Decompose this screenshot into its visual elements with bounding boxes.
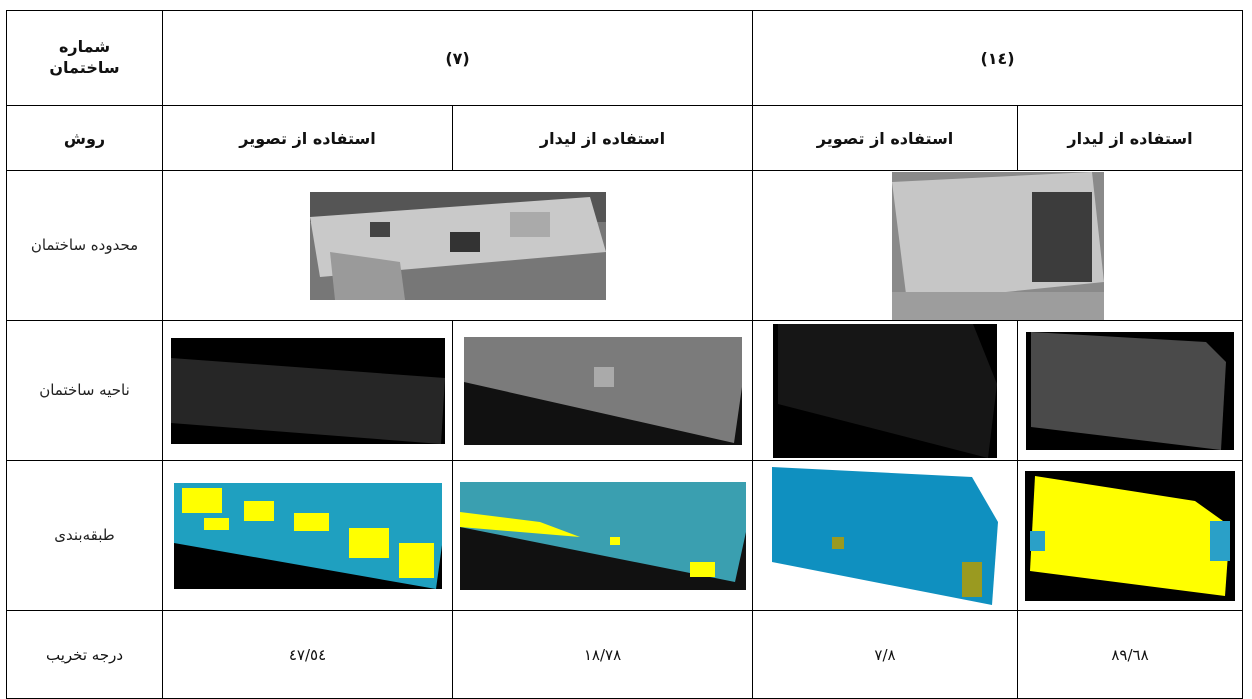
- row-label: محدوده ساختمان: [6, 170, 163, 321]
- value-cell: ٤٧/٥٤: [162, 610, 453, 699]
- region-image: [463, 336, 742, 445]
- image-cell: [161, 170, 754, 321]
- row-label: طبقه‌بندی: [6, 460, 163, 611]
- image-cell: [752, 170, 1244, 321]
- image-cell: [451, 320, 754, 461]
- row: ناحیه ساختمان: [6, 320, 1244, 461]
- image-cell: [752, 320, 1019, 461]
- row: درجه تخریب ٤٧/٥٤ ١٨/٧٨ ٧/٨ ٨٩/٦٨: [6, 610, 1244, 699]
- header-cell: شماره ساختمان: [6, 10, 163, 106]
- results-table: شماره ساختمان (٧) (١٤) روش استفاده از تص…: [6, 10, 1244, 699]
- aerial-image: [309, 191, 606, 300]
- method-cell: استفاده از لیدار: [451, 105, 754, 171]
- header-cell: (٧): [161, 10, 754, 106]
- region-image: [170, 337, 445, 444]
- row-label: درجه تخریب: [6, 610, 163, 699]
- method-cell: استفاده از تصویر: [752, 105, 1019, 171]
- header-cell: (١٤): [752, 10, 1244, 106]
- region-image: [1026, 331, 1235, 450]
- image-cell: [162, 460, 453, 611]
- row: طبقه‌بندی: [6, 460, 1244, 611]
- aerial-image: [891, 171, 1104, 320]
- image-cell: [451, 460, 754, 611]
- row-label: ناحیه ساختمان: [6, 320, 163, 461]
- row: روش استفاده از تصویر استفاده از لیدار اس…: [6, 105, 1244, 171]
- method-cell: استفاده از تصویر: [162, 105, 453, 171]
- value-cell: ٧/٨: [752, 610, 1019, 699]
- region-image: [773, 323, 998, 458]
- value-cell: ١٨/٧٨: [451, 610, 754, 699]
- image-cell: [162, 320, 453, 461]
- row-label: روش: [6, 105, 163, 171]
- image-cell: [752, 460, 1019, 611]
- classification-image: [772, 466, 999, 605]
- classification-image: [173, 482, 442, 589]
- classification-image: [1025, 470, 1236, 601]
- image-cell: [1017, 320, 1244, 461]
- row: شماره ساختمان (٧) (١٤): [6, 10, 1244, 106]
- method-cell: استفاده از لیدار: [1017, 105, 1244, 171]
- row: محدوده ساختمان: [6, 170, 1244, 321]
- value-cell: ٨٩/٦٨: [1017, 610, 1244, 699]
- classification-image: [459, 481, 746, 590]
- image-cell: [1017, 460, 1244, 611]
